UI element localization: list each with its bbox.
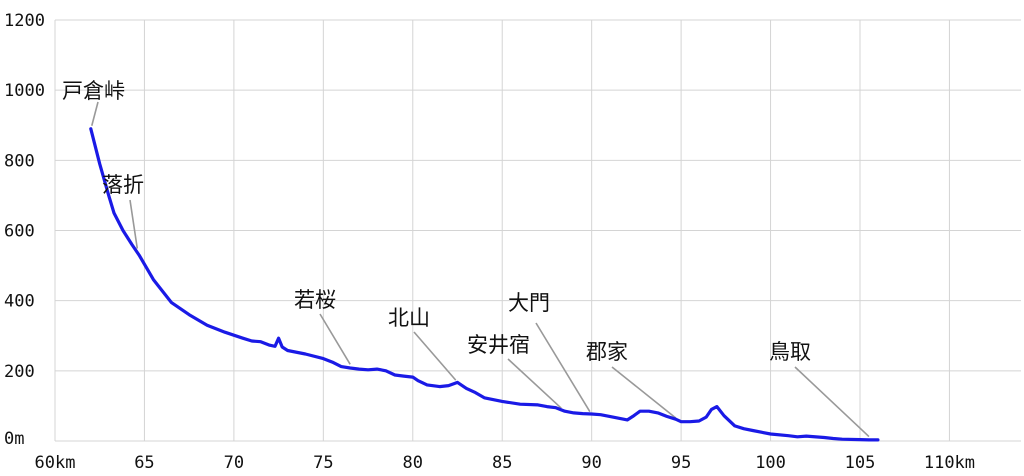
station-leader-line [611, 366, 677, 419]
y-tick-labels: 0m 200 400 600 800 1000 1200 [4, 11, 45, 449]
y-tick-label: 200 [4, 362, 35, 382]
station-label: 北山 [388, 306, 430, 330]
y-tick-label: 1200 [4, 11, 45, 31]
station-label: 鳥取 [769, 340, 811, 364]
x-tick-label: 105 [845, 453, 876, 473]
x-tick-label: 110km [924, 453, 975, 473]
station-leader-line [129, 199, 139, 249]
x-tick-label: 95 [671, 453, 691, 473]
y-tick-label: 600 [4, 222, 35, 242]
elevation-line-group [89, 127, 880, 442]
x-tick-label: 75 [313, 453, 333, 473]
station-leader-line [319, 313, 351, 365]
station-leader-line [91, 101, 99, 126]
x-tick-labels: 60km 65 70 75 80 85 90 95 100 105 110km [35, 453, 976, 473]
station-label: 安井宿 [467, 333, 530, 357]
station-label: 戸倉峠 [62, 79, 125, 103]
station-label: 郡家 [586, 340, 628, 364]
station-label: 落折 [102, 173, 144, 197]
station-leader-line [794, 366, 870, 438]
x-tick-label: 65 [134, 453, 154, 473]
x-tick-label: 60km [35, 453, 76, 473]
x-tick-label: 85 [492, 453, 512, 473]
station-label: 若桜 [294, 288, 336, 312]
y-tick-label: 0m [4, 429, 24, 449]
x-tick-label: 90 [581, 453, 601, 473]
x-tick-label: 70 [224, 453, 244, 473]
x-tick-label: 100 [755, 453, 786, 473]
elevation-line [89, 127, 880, 442]
y-tick-label: 400 [4, 292, 35, 312]
y-tick-label: 800 [4, 151, 35, 171]
station-leaders [91, 101, 870, 438]
station-leader-line [535, 322, 591, 413]
station-leader-line [413, 331, 457, 381]
x-tick-label: 80 [403, 453, 423, 473]
gridlines [54, 19, 1021, 442]
station-label: 大門 [508, 291, 550, 315]
station-leader-line [507, 358, 562, 409]
y-tick-label: 1000 [4, 81, 45, 101]
